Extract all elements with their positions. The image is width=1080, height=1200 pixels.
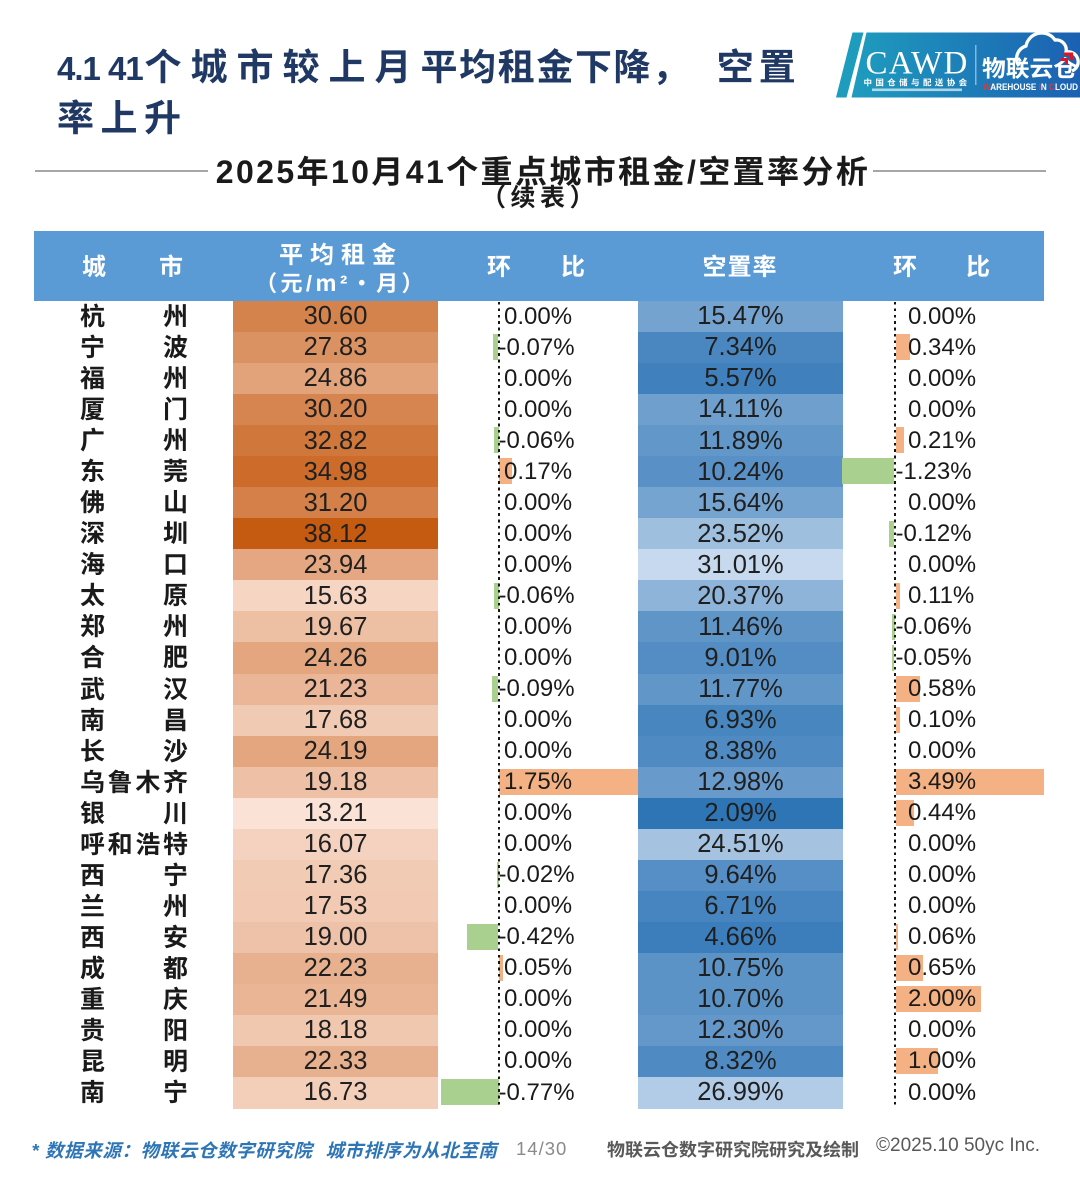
svg-text:WAREHOUSE IN CLOUD: WAREHOUSE IN CLOUD: [983, 82, 1078, 92]
svg-text:物联云仓: 物联云仓: [982, 50, 1077, 84]
svg-text:中国仓储与配送协会: 中国仓储与配送协会: [863, 77, 970, 89]
svg-text:CAWD: CAWD: [866, 46, 969, 82]
